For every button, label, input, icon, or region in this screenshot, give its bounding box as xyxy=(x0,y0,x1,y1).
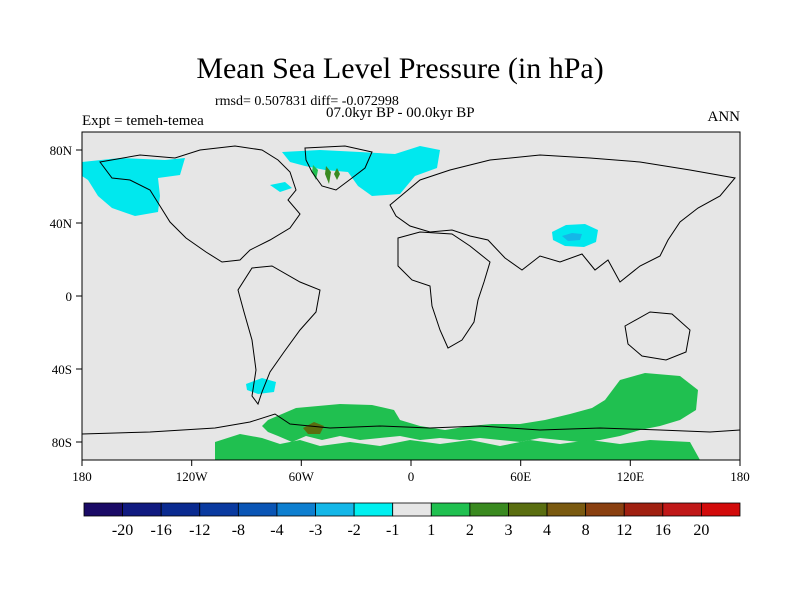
colorbar-swatch xyxy=(701,502,741,517)
y-axis-labels: 80N 40N 0 40S 80S xyxy=(50,143,73,450)
colorbar-label: -3 xyxy=(309,522,322,539)
colorbar-label: 20 xyxy=(693,522,709,539)
colorbar-label: 8 xyxy=(582,522,590,539)
colorbar-label: 4 xyxy=(543,522,551,539)
x-axis-labels: 180 120W 60W 0 60E 120E 180 xyxy=(72,469,750,484)
colorbar-swatch xyxy=(237,502,278,517)
colorbar-label: -4 xyxy=(270,522,283,539)
colorbar xyxy=(83,502,741,517)
map-title: Mean Sea Level Pressure (in hPa) xyxy=(196,52,604,85)
coast-antarctica xyxy=(82,413,740,435)
y-tick-label: 0 xyxy=(66,289,73,304)
x-tick-label: 180 xyxy=(730,469,750,484)
x-tick-label: 120E xyxy=(617,469,645,484)
colorbar-swatch xyxy=(662,502,702,517)
anomaly-hudson xyxy=(270,182,292,192)
colorbar-swatch xyxy=(430,502,471,517)
x-tick-label: 60W xyxy=(289,469,315,484)
colorbar-label: 1 xyxy=(427,522,435,539)
colorbar-swatch xyxy=(585,502,625,517)
anomaly-greenland-spot3 xyxy=(334,168,340,180)
y-tick-label: 80N xyxy=(50,143,73,158)
colorbar-swatch xyxy=(315,502,355,517)
coast-greenland xyxy=(304,145,373,191)
colorbar-swatch xyxy=(546,502,587,517)
colorbar-swatch xyxy=(160,502,201,517)
coast-australia xyxy=(624,311,691,361)
coast-south-america xyxy=(237,265,321,406)
colorbar-swatch xyxy=(469,502,509,517)
colorbar-swatch xyxy=(353,502,394,517)
colorbar-swatch xyxy=(392,502,432,517)
anomaly-south-america xyxy=(246,378,276,394)
season-label: ANN xyxy=(707,109,741,125)
y-tick-label: 80S xyxy=(52,435,72,450)
colorbar-swatch xyxy=(623,502,664,517)
colorbar-swatch xyxy=(122,502,162,517)
colorbar-swatch xyxy=(199,502,239,517)
colorbar-label: 16 xyxy=(655,522,671,539)
coast-eurasia xyxy=(389,154,736,283)
colorbar-label: -16 xyxy=(151,522,172,539)
coast-africa xyxy=(397,231,491,349)
colorbar-label: 12 xyxy=(616,522,632,539)
anomaly-antarctica xyxy=(215,434,700,460)
anomaly-greenland-spot1 xyxy=(312,165,318,180)
coast-north-america xyxy=(99,145,301,263)
colorbar-label: 2 xyxy=(466,522,474,539)
period-line: 07.0kyr BP - 00.0kyr BP xyxy=(326,105,475,121)
anomaly-greenland-spot2 xyxy=(325,166,331,184)
x-tick-label: 120W xyxy=(176,469,209,484)
colorbar-label: -8 xyxy=(232,522,245,539)
anomaly-weddell-core xyxy=(303,422,324,434)
colorbar-label: -2 xyxy=(347,522,360,539)
x-tick-label: 180 xyxy=(72,469,92,484)
colorbar-label: -12 xyxy=(189,522,210,539)
colorbar-swatch xyxy=(83,502,123,517)
y-tick-label: 40S xyxy=(52,362,72,377)
colorbar-swatch xyxy=(508,502,548,517)
colorbar-label: -1 xyxy=(386,522,399,539)
colorbar-labels: -20 -16 -12 -8 -4 -3 -2 -1 1 2 3 4 8 12 16 20 xyxy=(112,522,709,539)
experiment-line: Expt = temeh-temea xyxy=(82,113,204,129)
y-tick-label: 40N xyxy=(50,216,73,231)
stats-line: rmsd= 0.507831 diff= -0.072998 xyxy=(215,94,399,109)
colorbar-swatch xyxy=(276,502,316,517)
anomaly-southern-ocean xyxy=(262,373,698,442)
x-tick-label: 60E xyxy=(510,469,531,484)
axis-tick-marks xyxy=(76,149,741,466)
colorbar-label: -20 xyxy=(112,522,133,539)
x-tick-label: 0 xyxy=(408,469,415,484)
coastlines xyxy=(82,145,740,435)
colorbar-label: 3 xyxy=(504,522,512,539)
anomaly-asia-core xyxy=(562,233,582,241)
